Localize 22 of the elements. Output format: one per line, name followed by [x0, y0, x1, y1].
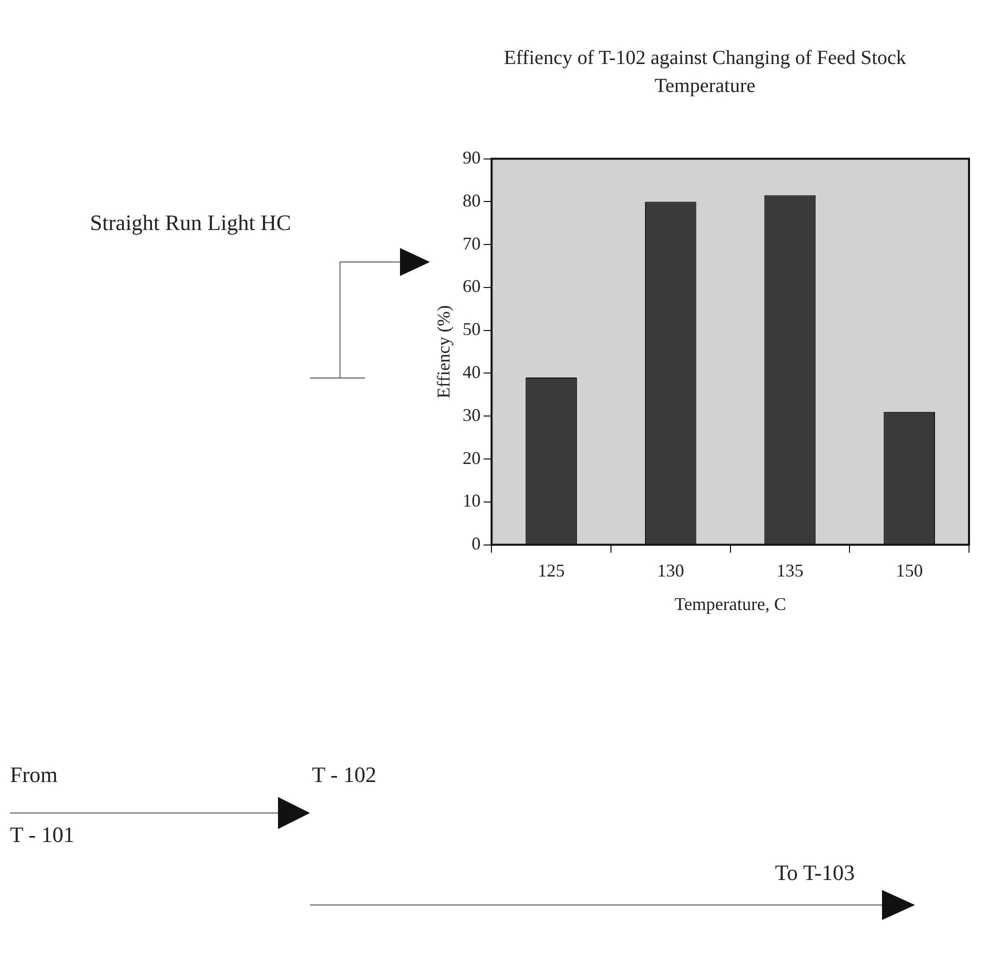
y-tick-label: 60 [462, 276, 481, 296]
y-tick-label: 80 [462, 190, 481, 210]
y-tick-label: 90 [462, 148, 481, 168]
y-tick-label: 10 [462, 490, 481, 511]
text: T - 102 [312, 762, 376, 788]
x-tick-label: 125 [538, 560, 565, 580]
chart-title: Effiency of T-102 against Changing of Feed Stock Temperature [502, 46, 908, 99]
text: Straight Run Light HC [90, 210, 292, 236]
x-tick-label: 135 [776, 560, 804, 580]
text: From [10, 762, 58, 788]
y-tick-label: 50 [462, 319, 481, 340]
x-tick-label: 150 [896, 560, 923, 580]
y-axis-title: Effiency (%) [434, 305, 454, 398]
y-tick-label: 30 [462, 404, 481, 425]
y-tick-label: 40 [462, 362, 481, 382]
x-tick-label: 130 [657, 560, 684, 580]
y-tick-label: 70 [462, 233, 481, 254]
y-tick-label: 20 [462, 448, 481, 468]
x-axis-title: Temperature, C [674, 594, 786, 614]
text: T - 101 [10, 822, 74, 848]
y-tick-label: 0 [472, 534, 481, 554]
text: To T-103 [775, 860, 855, 886]
